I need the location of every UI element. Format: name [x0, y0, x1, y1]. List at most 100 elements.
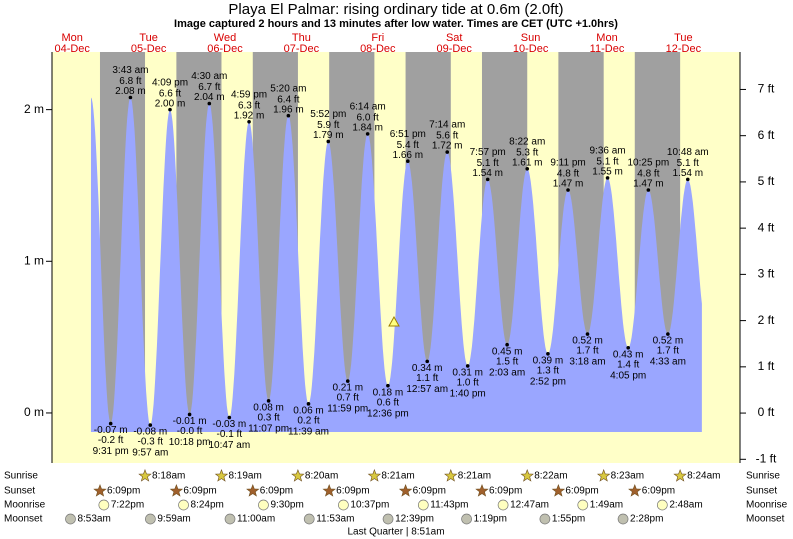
- tide-label: 9:11 pm: [550, 158, 585, 169]
- moonset-time: 1:19pm: [474, 514, 507, 525]
- sunrise-time: 8:22am: [534, 471, 567, 482]
- moonrise-time: 12:47am: [510, 500, 549, 511]
- tide-label: 9:36 am: [589, 146, 625, 157]
- tide-label: 2:03 am: [489, 367, 525, 378]
- tide-label: 4:05 pm: [610, 370, 646, 381]
- tide-label: 12:36 pm: [367, 408, 409, 419]
- tide-label: 2.08 m: [115, 86, 146, 97]
- tide-label: 1.4 ft: [617, 359, 639, 370]
- tide-label: 0.18 m: [373, 387, 404, 398]
- date: 06-Dec: [207, 43, 243, 55]
- tide-label: 4.8 ft: [637, 169, 659, 180]
- sun-icon: [444, 468, 458, 482]
- tide-point: [685, 177, 690, 182]
- tide-label: 0.43 m: [613, 349, 644, 360]
- tide-label: 6.6 ft: [159, 88, 181, 99]
- moonset-time: 8:53am: [77, 514, 110, 525]
- tide-label: 0.45 m: [492, 346, 523, 357]
- tide-point: [365, 132, 370, 136]
- tide-label: 0.31 m: [452, 368, 483, 379]
- tide-label: 0.7 ft: [337, 393, 359, 404]
- moon-icon: [461, 513, 472, 525]
- tide-label: 1.0 ft: [457, 378, 479, 389]
- date: 07-Dec: [284, 43, 320, 55]
- moonrise-time: 2:48am: [669, 500, 702, 511]
- moonset-time: 12:39pm: [395, 514, 434, 525]
- tide-point: [247, 119, 251, 124]
- tide-label: 0.21 m: [332, 383, 363, 394]
- tide-point: [227, 415, 232, 420]
- moon-icon: [577, 499, 589, 511]
- now-marker: [388, 315, 400, 327]
- sunrise-time: 8:23am: [611, 471, 644, 482]
- tide-point: [525, 166, 530, 171]
- tide-label: 1.79 m: [313, 130, 344, 141]
- sun-icon: [475, 483, 489, 497]
- tide-label: 0.06 m: [293, 405, 324, 416]
- moonset-time: 2:28pm: [630, 514, 663, 525]
- tide-label: 6.8 ft: [119, 76, 141, 87]
- tide-label: 6:14 am: [350, 102, 386, 113]
- sunset-time: 6:09pm: [336, 486, 369, 497]
- sun-icon: [214, 468, 229, 482]
- row-label: Sunset: [746, 486, 777, 497]
- tide-label: 7:57 pm: [470, 147, 506, 158]
- date: 11-Dec: [590, 43, 625, 55]
- tide-label: 6.3 ft: [238, 100, 260, 111]
- tide-label: 1.84 m: [352, 123, 383, 134]
- moon-icon: [303, 513, 315, 525]
- weekday: Tue: [674, 32, 693, 44]
- tide-label: 1.47 m: [633, 179, 664, 190]
- tide-label: 11:59 pm: [327, 404, 368, 415]
- tide-point: [546, 352, 550, 356]
- marks: [90, 95, 702, 432]
- tide-point: [386, 383, 390, 388]
- sunrise-time: 8:18am: [152, 471, 185, 482]
- moonrise-time: 9:30pm: [270, 500, 303, 511]
- date: 05-Dec: [131, 43, 167, 55]
- tide-label: 5.1 ft: [596, 157, 618, 168]
- tide-label: 5:52 pm: [310, 109, 346, 120]
- row-label: Moonrise: [4, 500, 46, 511]
- moonrise-time: 8:24pm: [191, 500, 224, 511]
- tide-point: [148, 423, 153, 427]
- sun-icon: [628, 483, 642, 497]
- sun-icon: [246, 483, 260, 497]
- tide-point: [425, 359, 430, 364]
- weekday: Fri: [371, 32, 384, 44]
- tide-label: 5.6 ft: [436, 131, 458, 142]
- sun-icon: [398, 483, 413, 497]
- y2-tick-label: 3 ft: [758, 267, 775, 281]
- moonrise-time: 7:22pm: [111, 500, 144, 511]
- tide-label: 5.4 ft: [397, 140, 419, 151]
- tide-label: 1:40 pm: [450, 389, 486, 400]
- tide-label: 1.66 m: [393, 150, 424, 161]
- moon-icon: [258, 499, 269, 511]
- tide-point: [605, 176, 610, 180]
- tide-label: 1.92 m: [234, 110, 265, 121]
- tide-point: [566, 188, 570, 192]
- moonset-time: 9:59am: [157, 514, 190, 525]
- tide-label: 1.5 ft: [496, 356, 518, 367]
- tide-label: 1.54 m: [672, 168, 703, 179]
- weekday: Mon: [596, 32, 617, 44]
- moonset-time: 11:53am: [316, 514, 354, 525]
- sunset-time: 6:09pm: [183, 486, 216, 497]
- moon-icon: [178, 499, 189, 511]
- tide-label: 1.7 ft: [576, 346, 598, 357]
- y2-tick-label: 5 ft: [758, 174, 775, 188]
- tide-label: 11:39 am: [288, 426, 329, 437]
- tide-label: -0.01 m: [173, 416, 207, 427]
- tide-point: [406, 159, 410, 163]
- tide-label: 0.6 ft: [377, 397, 399, 408]
- y2-tick-label: 6 ft: [758, 128, 775, 142]
- tide-label: 1.55 m: [592, 167, 623, 178]
- sun-icon: [322, 483, 336, 497]
- sunset-time: 6:09pm: [642, 486, 675, 497]
- tide-label: 3:43 am: [112, 65, 148, 76]
- tide-label: 4:09 pm: [152, 77, 188, 88]
- tide-label: 9:57 am: [132, 448, 168, 459]
- sunset-time: 6:09pm: [413, 486, 446, 497]
- tide-label: 6.4 ft: [277, 94, 299, 105]
